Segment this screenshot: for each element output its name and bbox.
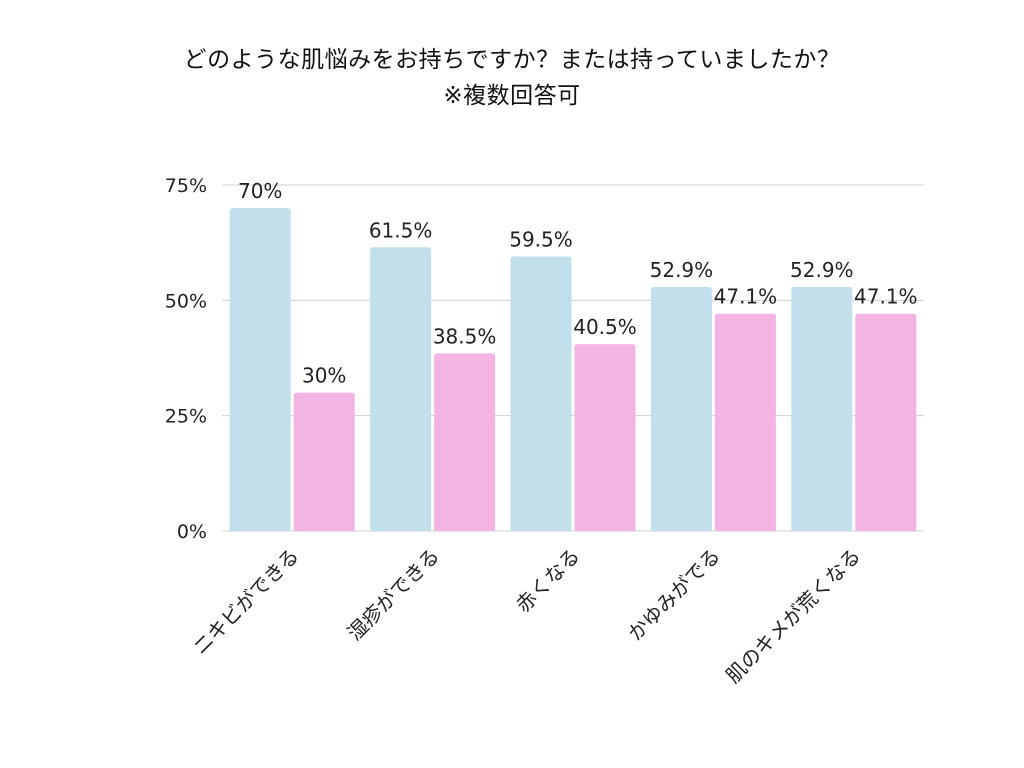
data-label: 47.1% [854, 285, 918, 309]
bar [434, 353, 496, 531]
data-label: 47.1% [714, 285, 778, 309]
chart-title: どのような肌悩みをお持ちですか？または持っていましたか？ [183, 47, 841, 73]
category-label: かゆみがでる [623, 544, 725, 646]
data-label: 70% [238, 179, 282, 203]
bar [714, 313, 776, 531]
bar [650, 286, 712, 531]
bar [293, 392, 355, 531]
bar [574, 344, 636, 531]
bar [855, 313, 917, 531]
bar [229, 208, 291, 532]
bar [370, 247, 432, 531]
data-label: 61.5% [369, 218, 433, 242]
data-label: 52.9% [650, 258, 714, 282]
category-label: 赤くなる [511, 544, 585, 618]
data-label: 59.5% [509, 228, 573, 252]
data-label: 30% [302, 364, 346, 388]
data-label: 40.5% [573, 315, 637, 339]
data-label: 38.5% [433, 324, 497, 348]
y-tick-label: 75% [165, 175, 207, 197]
category-label: ニキビができる [188, 544, 304, 660]
chart-subtitle: ※複数回答可 [443, 83, 581, 109]
y-tick-label: 25% [165, 406, 207, 428]
y-tick-label: 0% [177, 521, 207, 543]
category-label: 湿疹ができる [343, 544, 445, 646]
category-label: 肌のキメが荒くなる [721, 544, 865, 688]
bar [791, 286, 853, 531]
bar [510, 256, 572, 531]
data-label: 52.9% [790, 258, 854, 282]
y-tick-label: 50% [165, 290, 207, 312]
